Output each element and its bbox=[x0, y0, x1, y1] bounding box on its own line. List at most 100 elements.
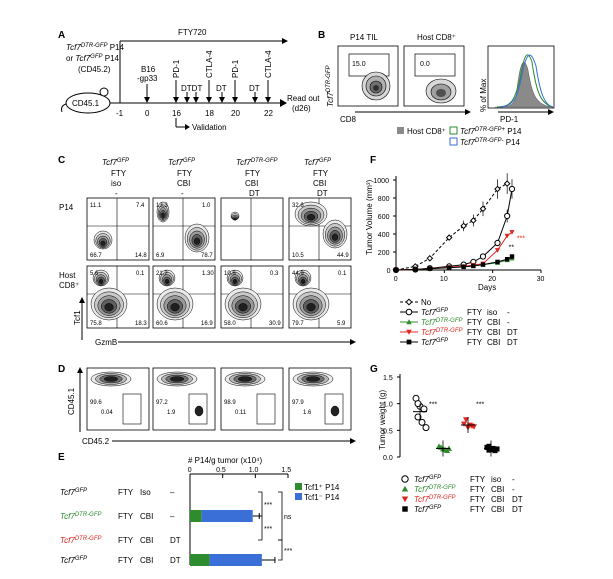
d-density-2 bbox=[224, 371, 266, 387]
panel-d: CD45.1 CD45.2 99.6 0.04 97.2 1.9 98.9 0.11 97.… bbox=[67, 367, 356, 446]
c-col-3-l2: FTY bbox=[313, 169, 329, 178]
readout-day: (d26) bbox=[292, 104, 311, 113]
f-legend-c2-1: iso bbox=[487, 308, 498, 317]
e-row-2-c2: CBI bbox=[140, 536, 153, 545]
svg-text:0: 0 bbox=[145, 109, 150, 118]
e-legend-neg: Tcf1⁻ P14 bbox=[304, 493, 340, 502]
f-legend-marker-4 bbox=[406, 339, 412, 345]
c-col-2-l2: FTY bbox=[245, 169, 261, 178]
donor-genotype-1: Tcf7DTR-GFP P14 bbox=[66, 43, 125, 52]
b-flow-density-2 bbox=[425, 78, 457, 104]
g-legend-label-0: Tcf7GFP bbox=[414, 475, 441, 484]
e-tick-label-3: 1.5 bbox=[281, 467, 291, 474]
c-col-0-l3: iso bbox=[111, 179, 122, 188]
c-val-r1-c1-0: 21.2 bbox=[156, 271, 168, 277]
f-xlabel: Days bbox=[478, 283, 496, 292]
e-row-2-c3: DT bbox=[170, 536, 181, 545]
mouse-icon: CD45.1 bbox=[61, 87, 111, 114]
f-legend-c1-2: FTY bbox=[467, 318, 483, 327]
b-ylabel: Tcf7DTR-GFP bbox=[326, 66, 335, 108]
panel-g: Tumor weight (g) 0.0 0.5 1.0 1.5 *** *** Tcf7G… bbox=[378, 374, 523, 514]
e-row-1-c3: – bbox=[170, 512, 175, 521]
e-sig-2-label: *** bbox=[264, 526, 272, 533]
d-ylabel: CD45.1 bbox=[67, 387, 76, 415]
c-density-r1-c0-top bbox=[92, 269, 110, 287]
panel-label-d: D bbox=[58, 364, 65, 375]
e-row-0-c3: – bbox=[170, 488, 175, 497]
b-legend-neg: Tcf7DTR-GFP- P14 bbox=[460, 138, 521, 147]
f-ylabel: Tumor Volume (mm³) bbox=[365, 179, 374, 255]
c-val-r1-c0-0: 5.6 bbox=[90, 271, 99, 277]
e-sig-3 bbox=[278, 491, 283, 541]
f-point-0-6 bbox=[479, 205, 487, 213]
e-tick-label-0: 0 bbox=[188, 467, 192, 474]
e-sig-3-label: ns bbox=[284, 514, 292, 521]
f-legend-marker-2 bbox=[406, 319, 412, 325]
c-row-cd8: CD8⁺ bbox=[59, 281, 79, 290]
c-density-r1-c3-top bbox=[294, 269, 312, 287]
f-point-4-1 bbox=[413, 267, 418, 272]
d-val-0-1: 0.04 bbox=[101, 410, 113, 416]
g-legend-marker-2 bbox=[401, 496, 409, 503]
c-val-r0-c0-0: 11.1 bbox=[90, 203, 102, 209]
f-point-1-8 bbox=[504, 212, 511, 220]
dt-label-1: DT bbox=[216, 84, 227, 93]
g-ytick-label-3: 1.5 bbox=[383, 375, 393, 382]
f-legend-c2-2: CBI bbox=[487, 318, 500, 327]
d-val-1-0: 97.2 bbox=[156, 400, 168, 406]
f-point-3-7 bbox=[494, 248, 501, 253]
e-bar-neg-3 bbox=[209, 554, 262, 566]
g-legend-c2-3: CBI bbox=[491, 505, 504, 514]
f-legend-label-3: Tcf7DTR-GFP bbox=[421, 328, 463, 337]
d-gate-1 bbox=[188, 393, 208, 425]
panel-a: Tcf7DTR-GFP P14 or Tcf7GFP P14 (CD45.2) … bbox=[61, 28, 320, 132]
svg-text:20: 20 bbox=[231, 109, 240, 118]
panel-label-a: A bbox=[58, 30, 65, 41]
e-row-0-c1: FTY bbox=[118, 488, 134, 497]
panel-c: P14 Host CD8⁺ Tcf1 GzmB Tcf7GFPFTYiso-Tc… bbox=[59, 158, 356, 347]
d-val-0-0: 99.6 bbox=[90, 400, 102, 406]
f-point-1-7 bbox=[494, 239, 501, 247]
f-ytick-label-4: 800 bbox=[378, 196, 390, 203]
c-plot-r0-c0 bbox=[86, 197, 150, 261]
f-ytick-label-0: 0 bbox=[387, 268, 391, 275]
g-point-3-3 bbox=[486, 443, 492, 449]
f-ytick-label-5: 1000 bbox=[373, 178, 389, 185]
g-ylabel: Tumor weight (g) bbox=[378, 390, 387, 451]
panel-b: P14 TIL Host CD8⁺ Tcf7DTR-GFP 15.0 0.0 C… bbox=[326, 33, 555, 147]
c-val-r0-c0-1: 7.4 bbox=[136, 203, 145, 209]
panel-label-c: C bbox=[58, 155, 65, 166]
c-density-r0-c3b bbox=[322, 219, 348, 249]
b16-label: B16 bbox=[141, 65, 156, 74]
f-line-3 bbox=[395, 231, 513, 271]
svg-text:18: 18 bbox=[205, 109, 214, 118]
g-legend-c3-2: DT bbox=[512, 495, 523, 504]
c-density-r0-c1a bbox=[156, 201, 170, 223]
c-col-1-genotype: Tcf7GFP bbox=[168, 158, 195, 167]
g-legend-c1-2: FTY bbox=[470, 495, 486, 504]
c-col-2-l3: CBI bbox=[245, 179, 258, 188]
b-legend-pos: Tcf7DTR-GFP+ P14 bbox=[460, 127, 522, 136]
e-row-1-c2: CBI bbox=[140, 512, 153, 521]
g-legend-c3-1: - bbox=[512, 485, 515, 494]
f-xtick-label-1: 10 bbox=[440, 276, 448, 283]
f-sig-2: ** bbox=[509, 244, 515, 251]
g-legend-c1-3: FTY bbox=[470, 505, 486, 514]
b-col-host: Host CD8⁺ bbox=[417, 33, 456, 42]
e-sig-2 bbox=[258, 515, 263, 541]
c-val-r1-c2-2: 58.0 bbox=[224, 321, 236, 327]
f-point-4-4 bbox=[461, 264, 466, 270]
d-gate-2 bbox=[256, 393, 276, 425]
f-point-4-5 bbox=[471, 263, 476, 269]
c-col-2-l4: DT bbox=[249, 189, 260, 198]
b-legend-swatch-neg bbox=[449, 137, 458, 146]
f-ytick-label-2: 400 bbox=[378, 232, 390, 239]
f-point-4-2 bbox=[427, 266, 433, 271]
hist-gfp-neg bbox=[498, 54, 554, 108]
g-legend-marker-1 bbox=[401, 485, 409, 492]
panel-label-e: E bbox=[58, 452, 65, 463]
g-legend-c3-3: DT bbox=[512, 505, 523, 514]
e-row-0-genotype: Tcf7GFP bbox=[60, 488, 87, 497]
c-density-r0-c1b bbox=[184, 223, 210, 253]
readout-label: Read out bbox=[287, 94, 320, 103]
